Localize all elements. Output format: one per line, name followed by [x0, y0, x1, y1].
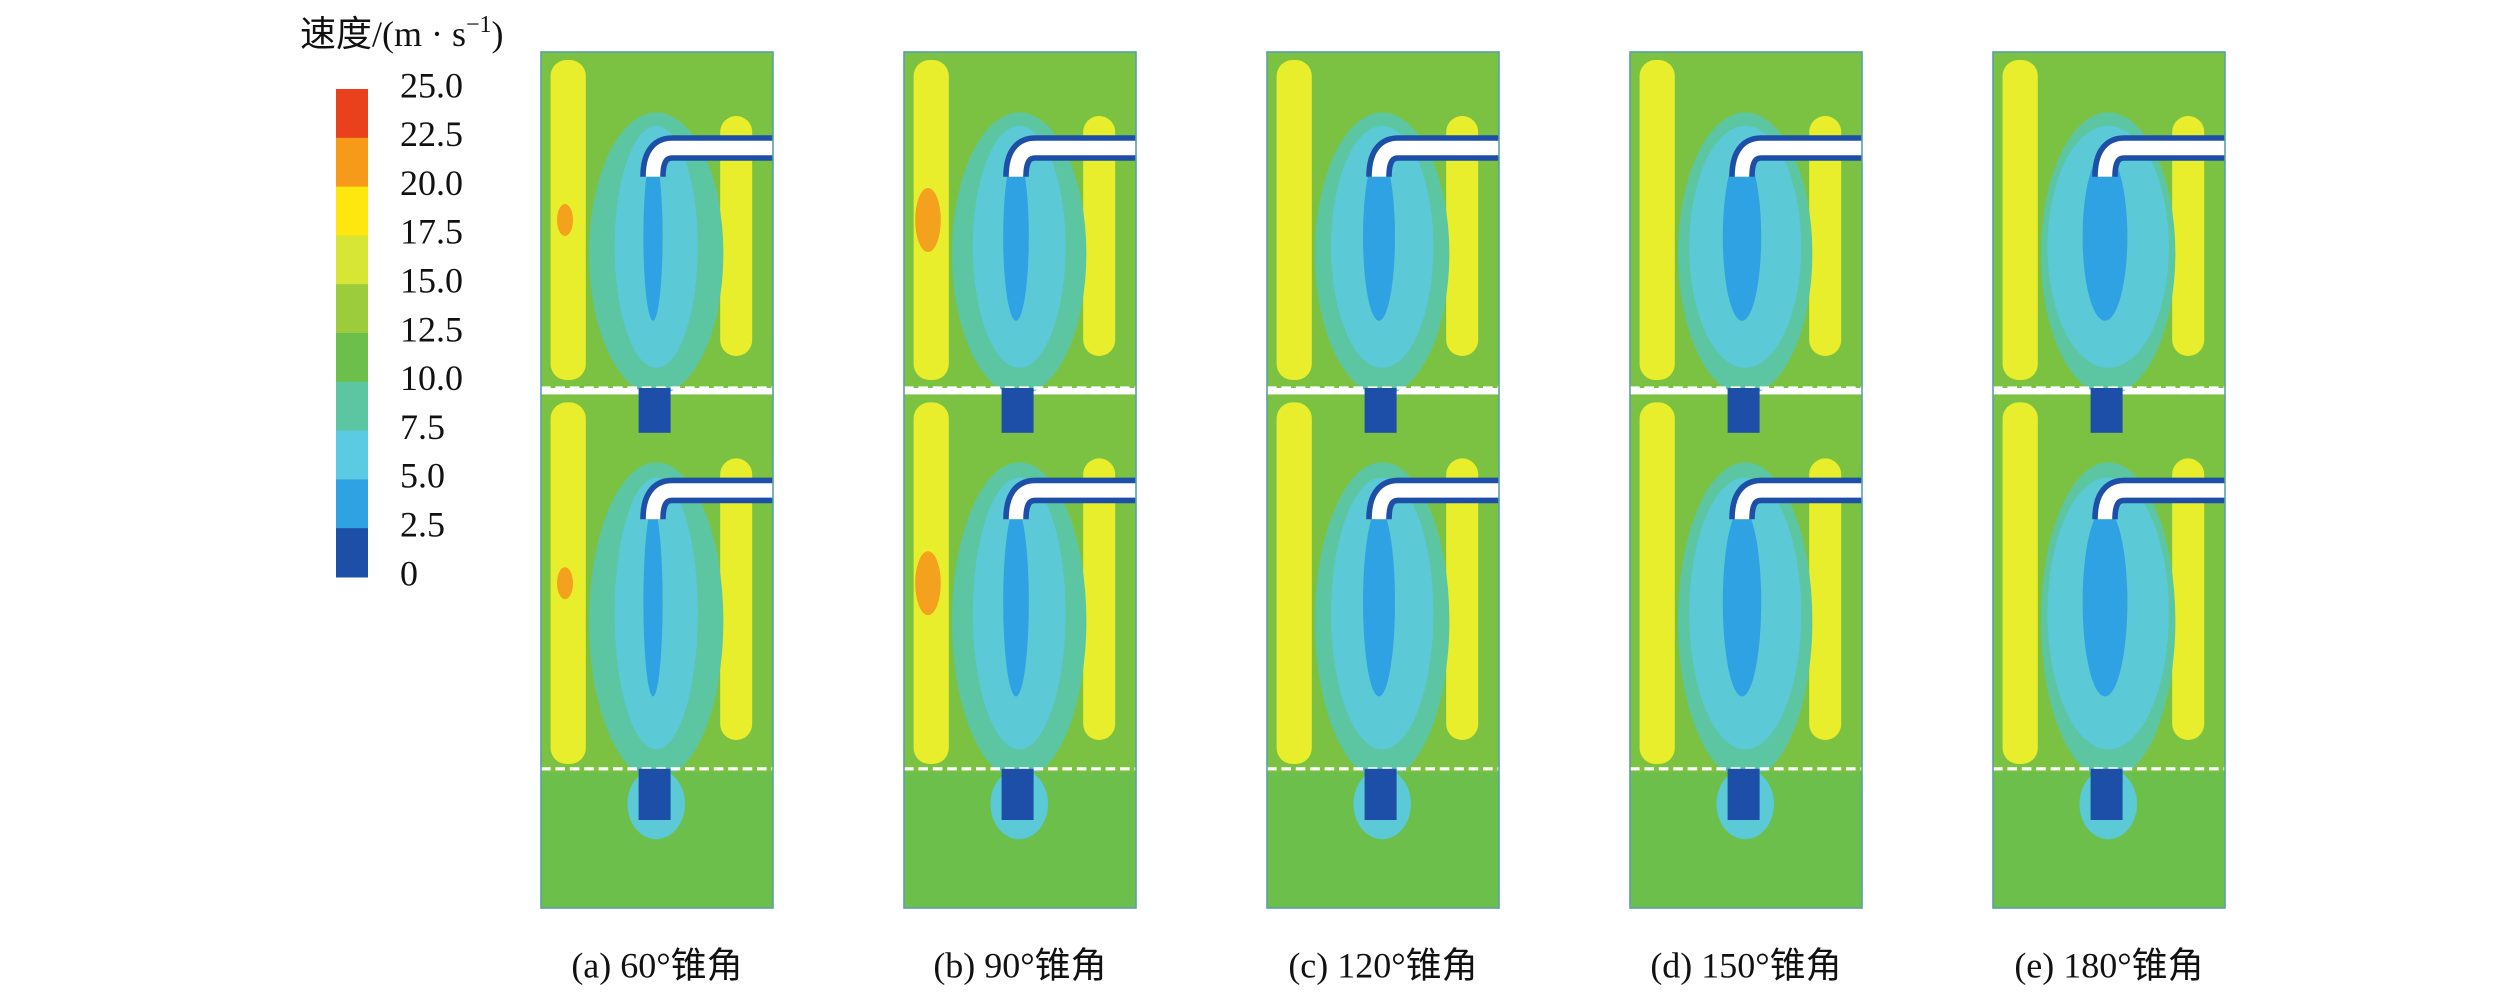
caption: (b) 90°锥角: [933, 945, 1106, 985]
yellow-band: [1276, 60, 1312, 380]
nozzle: [1364, 768, 1397, 820]
colorbar-swatch: [336, 186, 368, 236]
colorbar-label: 25.0: [400, 65, 463, 105]
yellow-band: [1639, 402, 1675, 764]
caption: (d) 150°锥角: [1650, 945, 1841, 985]
panel-border: [1266, 51, 1500, 909]
blue-streak: [2082, 507, 2128, 697]
blue-streak: [2082, 152, 2128, 321]
nozzle: [1727, 768, 1760, 820]
panel-border: [1992, 51, 2226, 909]
nozzle: [2090, 768, 2123, 820]
colorbar: 25.0 22.5 20.0 17.5 15.0 12.5 10.0 7.5 5.0 2.5 0: [336, 65, 463, 593]
yellow-band: [1446, 116, 1479, 356]
colorbar-swatch: [336, 333, 368, 383]
colorbar-label: 0: [400, 553, 418, 593]
contour-panel: [540, 51, 774, 909]
caption: (a) 60°锥角: [571, 945, 742, 985]
nozzle: [2090, 388, 2123, 433]
colorbar-label: 15.0: [400, 260, 463, 300]
blue-streak: [1003, 152, 1029, 321]
legend-title: 速度/(m · s−1): [300, 12, 504, 55]
hot-spot: [557, 204, 573, 236]
colorbar-swatch: [336, 235, 368, 285]
yellow-band: [2172, 458, 2205, 740]
colorbar-swatch: [336, 479, 368, 529]
contour-panel: [1266, 51, 1500, 909]
panel-border: [540, 51, 774, 909]
nozzle: [638, 768, 671, 820]
yellow-band: [2002, 60, 2038, 380]
colorbar-label: 20.0: [400, 163, 463, 203]
panel-border: [1629, 51, 1863, 909]
colorbar-label: 10.0: [400, 358, 463, 398]
nozzle: [638, 388, 671, 433]
colorbar-label: 17.5: [400, 212, 463, 252]
legend-title-sup: −1: [466, 12, 492, 38]
nozzle: [1727, 388, 1760, 433]
yellow-band: [1809, 116, 1842, 356]
contour-panel: [903, 51, 1137, 909]
blue-streak: [1363, 152, 1395, 321]
colorbar-label: 2.5: [400, 504, 445, 544]
nozzle: [1001, 388, 1034, 433]
yellow-band: [1446, 458, 1479, 740]
hot-spot: [557, 567, 573, 600]
nozzle: [1001, 768, 1034, 820]
contour-panels: (a) 60°锥角 (b) 90°锥角 (c) 120°锥角 (d) 150°锥角 (e…: [540, 51, 2226, 985]
yellow-band: [1083, 458, 1116, 740]
colorbar-swatch: [336, 284, 368, 334]
contour-panel: [1992, 51, 2226, 909]
pipe: [1371, 140, 1500, 178]
caption: (c) 120°锥角: [1288, 945, 1477, 985]
panel-border: [903, 51, 1137, 909]
pipe: [1008, 483, 1137, 520]
pipe: [1734, 483, 1863, 520]
blue-streak: [1722, 507, 1762, 697]
yellow-band: [1083, 116, 1116, 356]
colorbar-swatch: [336, 89, 368, 139]
colorbar-label: 5.0: [400, 456, 445, 496]
yellow-band: [2002, 402, 2038, 764]
colorbar-swatch: [336, 528, 368, 578]
legend-title-end: ): [492, 14, 504, 54]
blue-streak: [643, 152, 663, 321]
yellow-band: [720, 116, 753, 356]
colorbar-label: 12.5: [400, 309, 463, 349]
pipe: [2097, 140, 2226, 178]
colorbar-label: 22.5: [400, 114, 463, 154]
pipe: [645, 140, 774, 178]
yellow-band: [2172, 116, 2205, 356]
blue-streak: [1003, 507, 1029, 697]
contour-panel: [1629, 51, 1863, 909]
hot-spot: [915, 551, 941, 616]
pipe: [1008, 140, 1137, 178]
blue-streak: [1722, 152, 1762, 321]
blue-streak: [1363, 507, 1395, 697]
blue-streak: [643, 507, 663, 697]
pipe: [1734, 140, 1863, 178]
yellow-band: [1639, 60, 1675, 380]
colorbar-swatch: [336, 137, 368, 188]
hot-spot: [915, 188, 941, 252]
colorbar-swatch: [336, 381, 368, 432]
nozzle: [1364, 388, 1397, 433]
caption: (e) 180°锥角: [2014, 945, 2203, 985]
colorbar-swatch: [336, 430, 368, 480]
yellow-band: [720, 458, 753, 740]
pipe: [645, 483, 774, 520]
legend-title-main: 速度/(m · s: [300, 14, 466, 54]
pipe: [2097, 483, 2226, 520]
yellow-band: [1809, 458, 1842, 740]
pipe: [1371, 483, 1500, 520]
colorbar-label: 7.5: [400, 407, 445, 447]
yellow-band: [1276, 402, 1312, 764]
